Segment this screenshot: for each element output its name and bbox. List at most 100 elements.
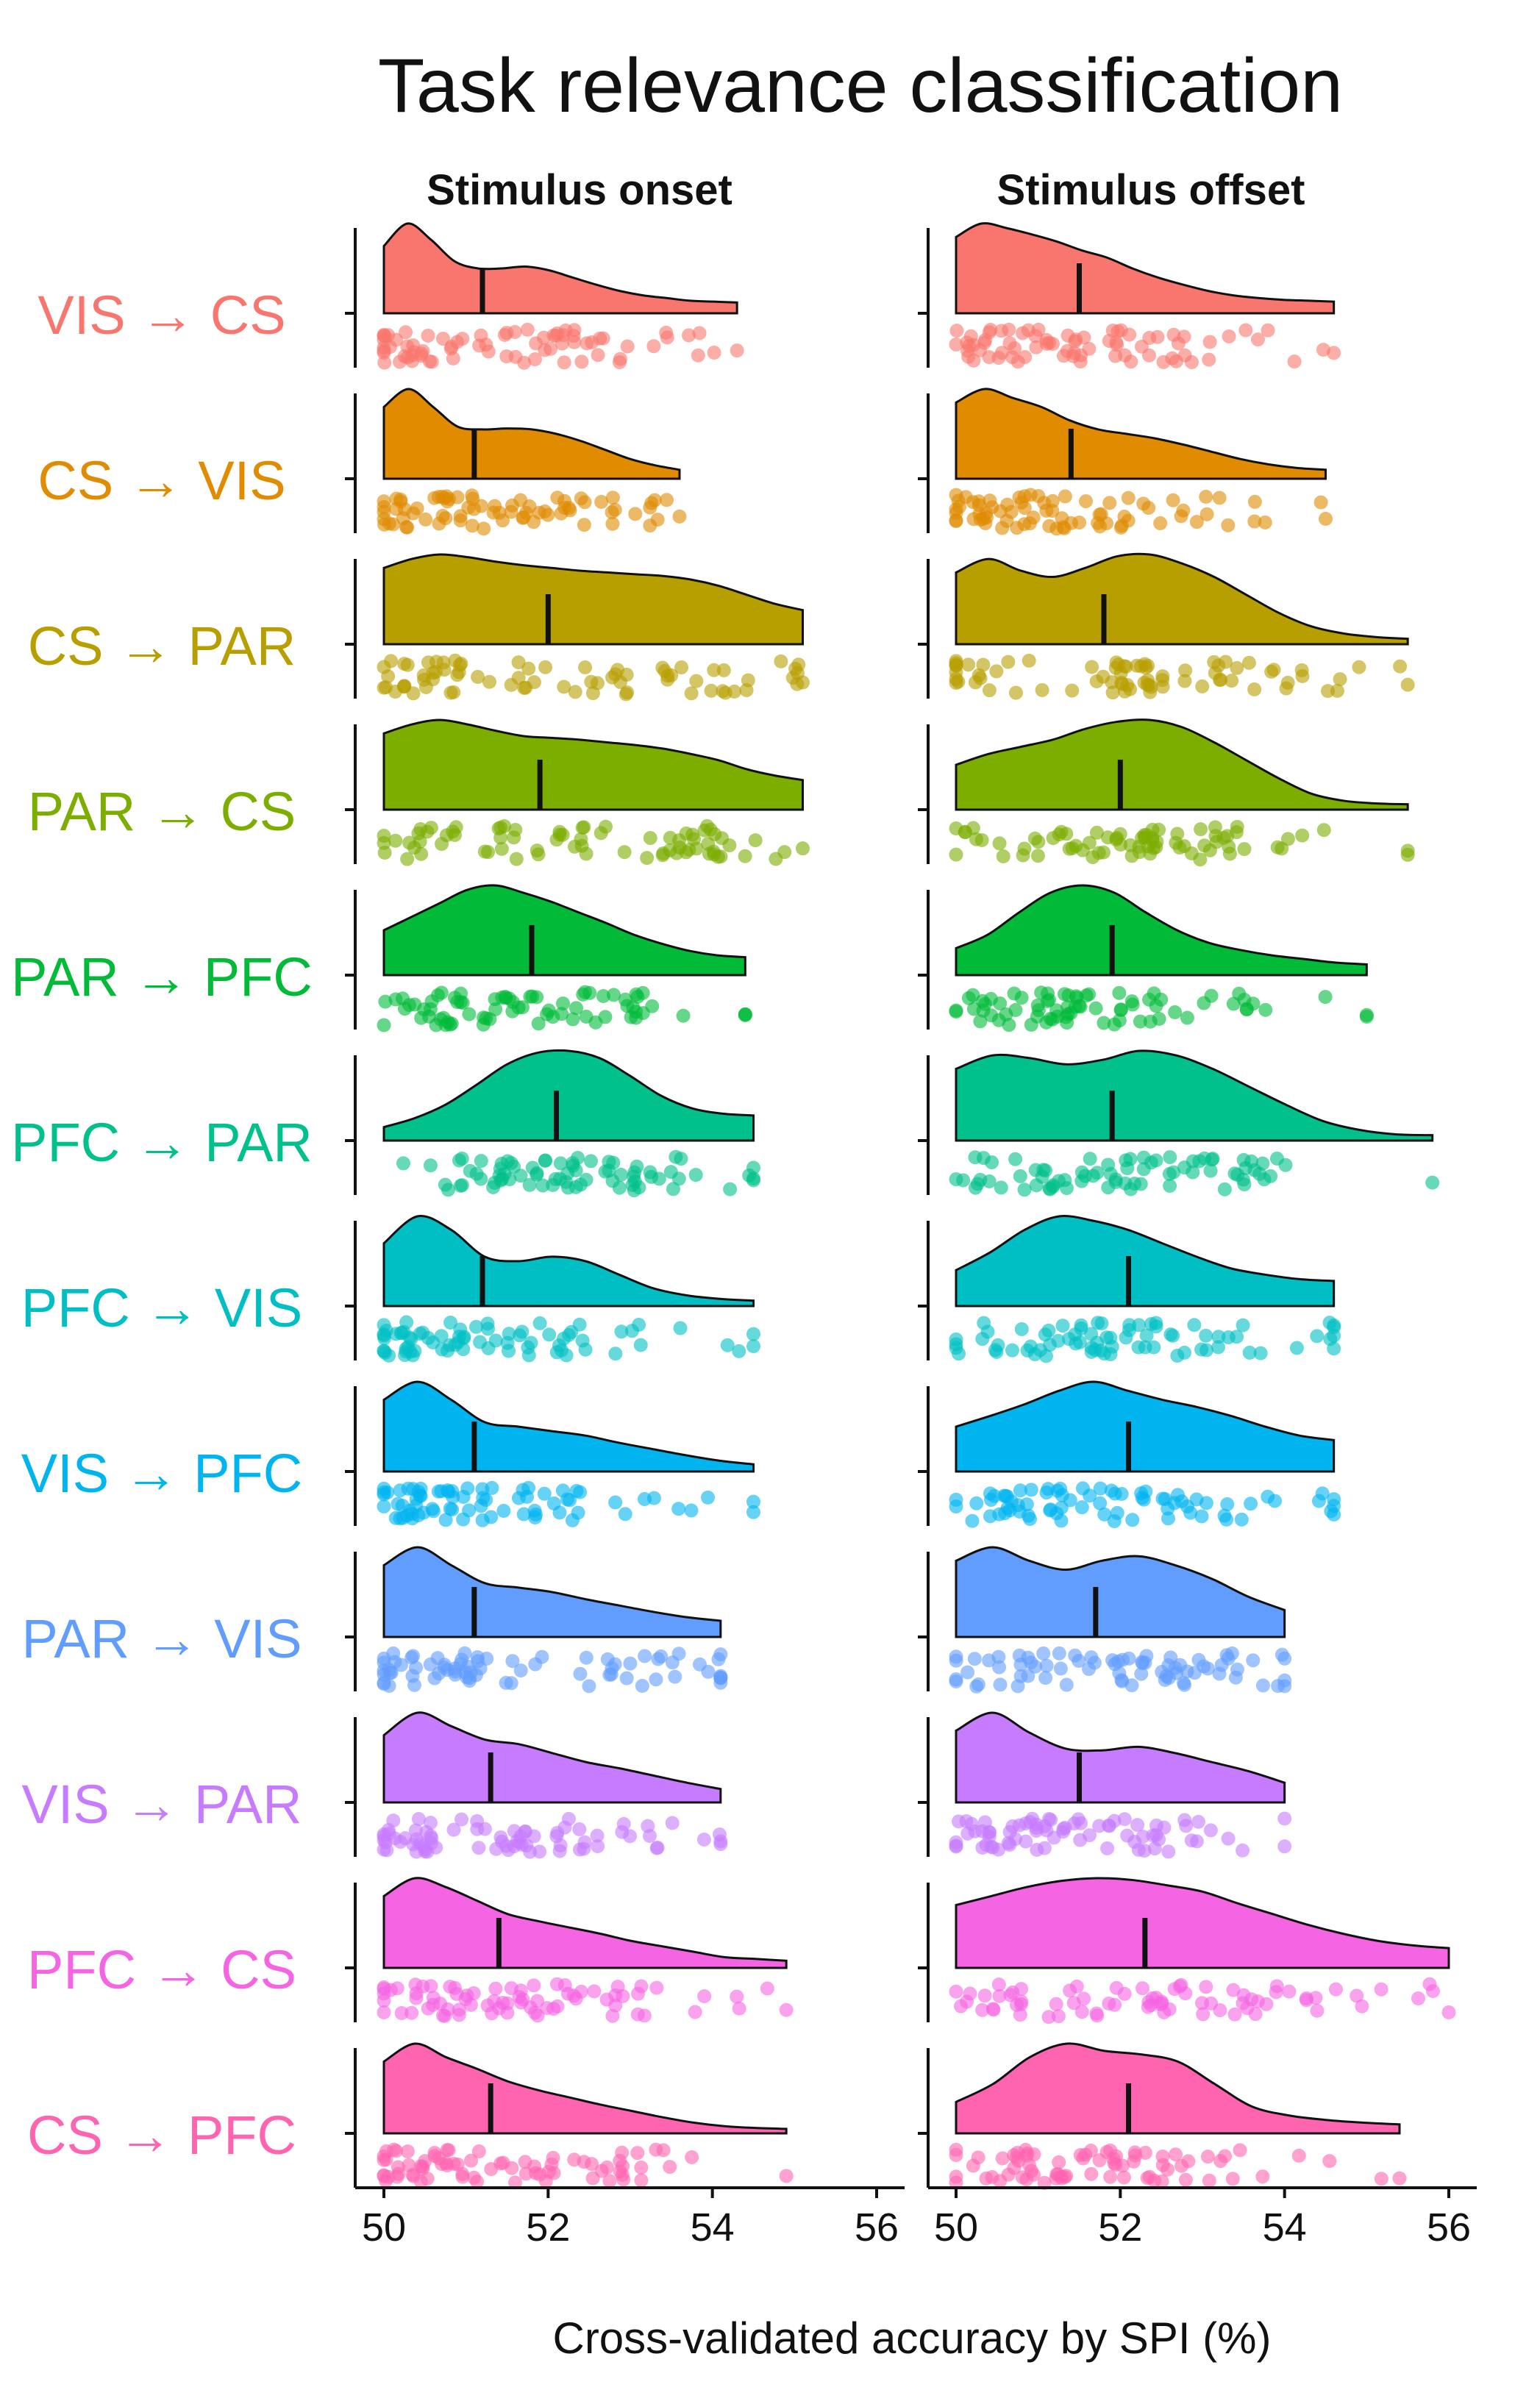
data-point-offset [1327, 1499, 1341, 1513]
data-point-offset [1261, 1489, 1275, 1504]
data-point-onset [382, 516, 396, 531]
data-point-offset [1311, 1494, 1326, 1508]
data-point-offset [991, 1842, 1006, 1857]
data-point-offset [1112, 1013, 1127, 1028]
data-point-onset [655, 660, 670, 675]
data-point-offset [1136, 1981, 1150, 1996]
data-point-offset [1194, 1509, 1209, 1524]
data-point-offset [975, 1332, 990, 1346]
data-point-offset [1255, 1156, 1270, 1171]
data-point-offset [1328, 1982, 1343, 1997]
data-point-offset [1295, 828, 1310, 843]
data-point-onset [407, 1344, 422, 1358]
data-point-onset [443, 1316, 458, 1330]
data-point-offset [1039, 1823, 1054, 1838]
data-point-offset [991, 1977, 1006, 1992]
data-point-onset [774, 654, 788, 668]
data-point-onset [511, 1491, 526, 1505]
data-point-offset [1144, 1317, 1158, 1332]
data-point-offset [1155, 2149, 1170, 2164]
data-point-offset [1212, 1666, 1227, 1681]
data-point-onset [504, 1676, 518, 1691]
data-point-offset [1083, 1828, 1097, 1843]
data-point-onset [550, 491, 565, 505]
data-point-onset [552, 1171, 567, 1186]
data-point-onset [452, 1153, 466, 1168]
data-point-onset [568, 1163, 583, 1177]
data-point-onset [462, 1007, 477, 1021]
data-point-offset [1017, 489, 1032, 504]
data-point-offset [1121, 491, 1136, 505]
data-point-offset [1038, 1163, 1053, 1178]
data-point-onset [565, 1513, 580, 1527]
data-point-onset [627, 1183, 641, 1198]
data-point-onset [377, 1487, 391, 1502]
data-point-onset [720, 1338, 735, 1352]
data-point-offset [1165, 351, 1180, 365]
data-point-offset [1355, 1999, 1369, 2013]
data-point-onset [394, 2006, 409, 2021]
data-point-offset [1030, 1009, 1044, 1024]
data-point-onset [693, 1657, 707, 1672]
density-cloud-offset [955, 884, 1368, 977]
data-point-onset [557, 1977, 572, 1992]
data-point-offset [1019, 2142, 1033, 2157]
row-label: PAR → PFC [11, 946, 313, 1007]
data-point-onset [684, 686, 699, 701]
data-point-offset [1104, 1483, 1119, 1498]
data-point-onset [523, 1844, 538, 1859]
data-point-offset [1028, 1659, 1043, 1674]
data-point-onset [432, 1666, 446, 1681]
density-cloud-offset [955, 1877, 1450, 1969]
data-point-onset [656, 846, 671, 861]
data-point-onset [552, 824, 567, 839]
data-point-offset [1208, 666, 1222, 680]
data-point-offset [1255, 2169, 1270, 2184]
data-point-offset [1056, 520, 1071, 535]
data-point-offset [1031, 322, 1046, 337]
data-point-offset [1199, 1980, 1213, 1994]
data-point-offset [1277, 1651, 1292, 1666]
data-point-onset [619, 1671, 634, 1686]
data-point-offset [1282, 1984, 1297, 1999]
data-point-offset [1316, 823, 1331, 838]
data-point-onset [421, 1330, 435, 1345]
data-point-onset [420, 2172, 435, 2186]
data-point-onset [525, 989, 540, 1004]
data-point-onset [396, 1156, 411, 1171]
data-point-onset [689, 841, 704, 856]
data-point-onset [377, 835, 391, 850]
data-point-offset [1091, 846, 1106, 860]
density-cloud-onset [382, 2042, 788, 2135]
data-point-offset [1029, 340, 1044, 354]
data-point-offset [1033, 1343, 1048, 1358]
data-point-offset [1008, 341, 1022, 356]
data-point-onset [577, 495, 592, 510]
data-point-onset [386, 1813, 401, 1828]
data-point-offset [1082, 341, 1097, 356]
data-point-offset [1031, 489, 1046, 504]
data-point-offset [1425, 1175, 1440, 1190]
data-point-offset [1226, 1983, 1241, 1997]
data-point-offset [1089, 825, 1104, 840]
data-point-onset [443, 1017, 457, 1032]
data-point-onset [493, 820, 508, 835]
data-point-onset [516, 1507, 531, 1522]
data-point-onset [421, 655, 435, 670]
data-point-onset [538, 1153, 552, 1168]
data-point-onset [409, 1991, 424, 2005]
density-cloud-onset [382, 553, 804, 646]
data-point-onset [605, 516, 620, 531]
data-point-offset [949, 847, 963, 862]
data-point-offset [1051, 2167, 1066, 2182]
data-point-offset [1059, 1677, 1074, 1692]
data-point-offset [1002, 1838, 1017, 1852]
data-point-offset [949, 1984, 963, 1999]
data-point-offset [1009, 2150, 1024, 2165]
data-point-offset [983, 493, 997, 508]
data-point-onset [377, 680, 391, 695]
data-point-offset [1400, 677, 1415, 692]
data-point-onset [577, 2155, 591, 2169]
data-point-onset [489, 1841, 504, 1856]
data-point-offset [1174, 2158, 1189, 2173]
